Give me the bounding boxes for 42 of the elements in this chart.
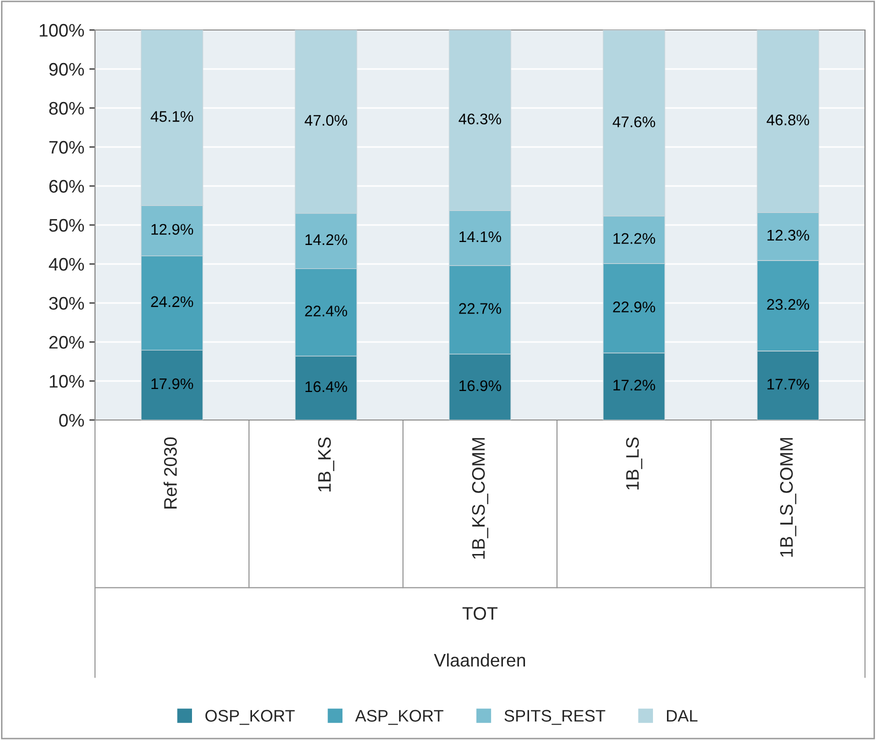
x-tick-label: 1B_KS: [318, 437, 334, 492]
data-label: 17.2%: [614, 380, 656, 390]
legend-label: OSP_KORT: [205, 710, 295, 725]
y-tick-label: 90%: [49, 62, 84, 76]
legend-label: SPITS_REST: [504, 710, 606, 725]
data-label: 23.2%: [767, 299, 810, 310]
x-tick-label: Ref 2030: [164, 437, 177, 508]
data-label: 47.0%: [304, 114, 348, 126]
data-label: 47.6%: [612, 116, 656, 128]
y-tick-label: 50%: [49, 218, 84, 232]
data-label: 22.4%: [305, 306, 348, 316]
legend-label: DAL: [666, 710, 698, 722]
data-label: 17.7%: [768, 378, 810, 390]
data-label: 14.2%: [306, 234, 348, 246]
y-tick-label: 100%: [40, 24, 84, 37]
data-label: 22.7%: [459, 303, 502, 314]
data-label: 22.9%: [613, 302, 656, 312]
y-tick-label: 40%: [48, 258, 84, 271]
data-label: 45.1%: [150, 111, 194, 122]
y-tick-label: 70%: [49, 140, 84, 154]
y-tick-label: 20%: [49, 336, 84, 349]
y-tick-label: 30%: [49, 296, 84, 310]
x-tick-label: 1B_KS_COMM: [472, 438, 488, 559]
data-label: 46.8%: [766, 114, 810, 126]
y-tick-label: 10%: [50, 374, 84, 388]
data-label: 12.2%: [614, 233, 656, 244]
text: TOT: [462, 607, 498, 620]
data-label: 16.9%: [460, 380, 502, 392]
y-tick-label: 0%: [59, 414, 84, 427]
data-label: 14.1%: [460, 231, 502, 242]
y-tick-label: 60%: [49, 180, 84, 193]
x-tick-label: 1B_LS: [626, 437, 642, 490]
x-tick-label: 1B_LS_COMM: [780, 438, 796, 557]
data-label: 17.9%: [152, 378, 194, 390]
data-label: 12.3%: [768, 230, 810, 241]
y-tick-label: 80%: [49, 102, 84, 115]
data-label: 16.4%: [306, 381, 348, 392]
legend-label: ASP_KORT: [355, 710, 444, 725]
data-label: 12.9%: [152, 224, 194, 235]
data-label: 46.3%: [458, 114, 502, 124]
text: Vlaanderen: [434, 653, 526, 667]
data-label: 24.2%: [151, 296, 194, 308]
